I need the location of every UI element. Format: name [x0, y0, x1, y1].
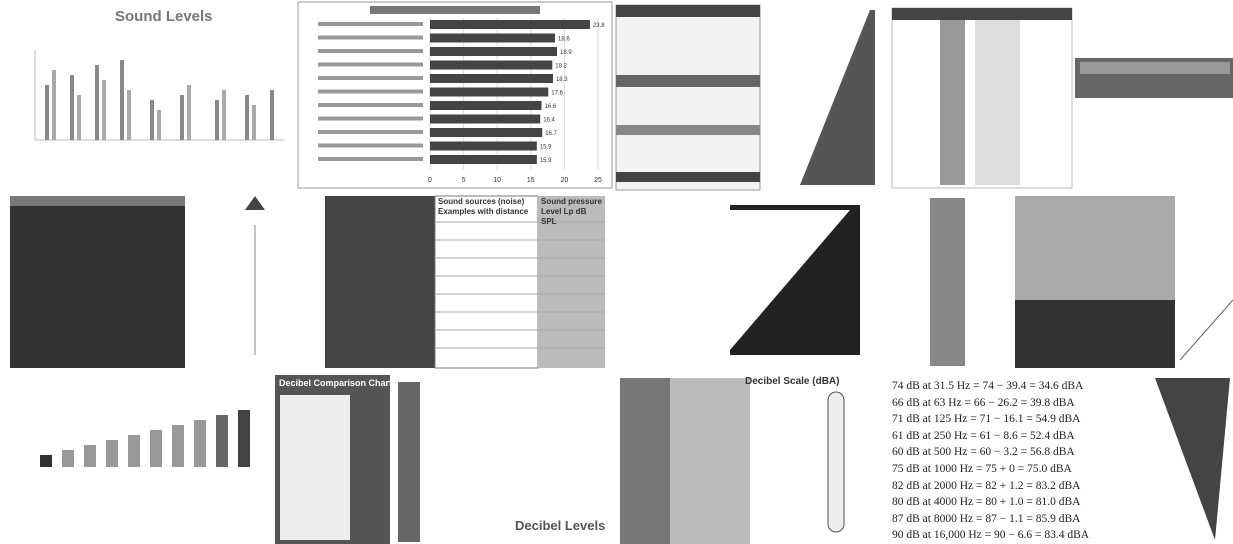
thumb-sorted-bars[interactable] — [770, 5, 882, 190]
dba-line: 71 dB at 125 Hz = 71 − 16.1 = 54.9 dBA — [892, 413, 1081, 426]
x-tick-label: 15 — [527, 177, 535, 184]
bar — [430, 60, 553, 70]
dba-line: 82 dB at 2000 Hz = 82 + 1.2 = 83.2 dBA — [892, 479, 1081, 492]
thumb-diagram[interactable] — [195, 196, 320, 368]
value-label: 16.6 — [545, 104, 557, 110]
label-placeholder — [318, 89, 423, 94]
bar — [430, 74, 553, 83]
thumb-scale[interactable] — [620, 375, 880, 544]
x-tick-label: 0 — [428, 177, 432, 184]
x-tick-label: 10 — [493, 177, 501, 184]
thumb-banner[interactable] — [1075, 58, 1233, 98]
value-label: 18.3 — [556, 77, 568, 83]
dba-line: 60 dB at 500 Hz = 60 − 3.2 = 56.8 dBA — [892, 446, 1075, 459]
thumb-list[interactable] — [615, 4, 761, 191]
dba-line: 61 dB at 250 Hz = 61 − 8.6 = 52.4 dBA — [892, 429, 1075, 442]
bar — [430, 47, 558, 56]
x-tick-label: 5 — [462, 177, 466, 184]
dba-line: 66 dB at 63 Hz = 66 − 26.2 = 39.8 dBA — [892, 396, 1075, 409]
label-placeholder — [318, 143, 423, 148]
dba-line: 74 dB at 31.5 Hz = 74 − 39.4 = 34.6 dBA — [892, 380, 1084, 392]
levels-title: Decibel Levels — [515, 518, 606, 533]
x-tick-label: 25 — [594, 177, 602, 184]
bar — [430, 155, 537, 164]
comparison-title: Decibel Comparison Chart — [279, 378, 393, 388]
value-label: 18.6 — [558, 37, 570, 43]
thumb-dark-list[interactable] — [10, 196, 185, 368]
table-header: Sound sources (noise) Examples with dist… — [438, 197, 529, 216]
label-placeholder — [318, 76, 423, 80]
label-placeholder — [318, 157, 423, 161]
thumb-noise-table[interactable] — [325, 195, 605, 369]
label-placeholder — [318, 130, 423, 134]
value-label: 23.8 — [593, 23, 605, 29]
label-placeholder — [318, 35, 423, 40]
dba-line: 87 dB at 8000 Hz = 87 − 1.1 = 85.9 dBA — [892, 512, 1081, 525]
table-header: Sound pressure Level Lp dB SPL — [541, 197, 602, 226]
thumb-staircase[interactable] — [612, 196, 870, 368]
label-placeholder — [318, 22, 423, 26]
thumb-bar-chart[interactable] — [20, 375, 270, 544]
value-label: 15.9 — [540, 158, 552, 164]
value-label: 18.2 — [555, 64, 567, 70]
label-placeholder — [318, 116, 423, 121]
label-placeholder — [318, 62, 423, 67]
bar — [430, 128, 543, 137]
dba-line: 80 dB at 4000 Hz = 80 + 1.0 = 81.0 dBA — [892, 496, 1081, 509]
thumb-funnel[interactable] — [1105, 372, 1233, 544]
thumb-sound-levels[interactable] — [20, 0, 288, 188]
thumb-table[interactable] — [891, 7, 1073, 189]
thumb-line[interactable] — [1179, 299, 1233, 361]
bar — [430, 101, 542, 110]
label-placeholder — [318, 103, 423, 107]
sound-levels-title: Sound Levels — [115, 8, 213, 25]
thumb-gray-table[interactable] — [1015, 196, 1175, 368]
bar — [430, 87, 549, 97]
bar — [430, 33, 555, 43]
value-label: 16.4 — [543, 118, 555, 124]
value-label: 16.7 — [545, 131, 557, 137]
value-label: 15.9 — [540, 145, 552, 151]
value-label: 17.6 — [551, 91, 563, 97]
value-label: 18.9 — [560, 50, 572, 56]
thumb-photo[interactable] — [875, 196, 1010, 368]
scale-title: Decibel Scale (dBA) — [745, 376, 840, 387]
dba-line: 90 dB at 16,000 Hz = 90 − 6.6 = 83.4 dBA — [892, 529, 1090, 542]
bar — [430, 20, 590, 29]
label-placeholder — [318, 49, 423, 53]
bar — [430, 114, 541, 124]
thumb-comparison[interactable] — [275, 375, 420, 544]
dba-line: 75 dB at 1000 Hz = 75 + 0 = 75.0 dBA — [892, 463, 1072, 475]
bar — [430, 141, 537, 151]
x-tick-label: 20 — [561, 177, 569, 184]
